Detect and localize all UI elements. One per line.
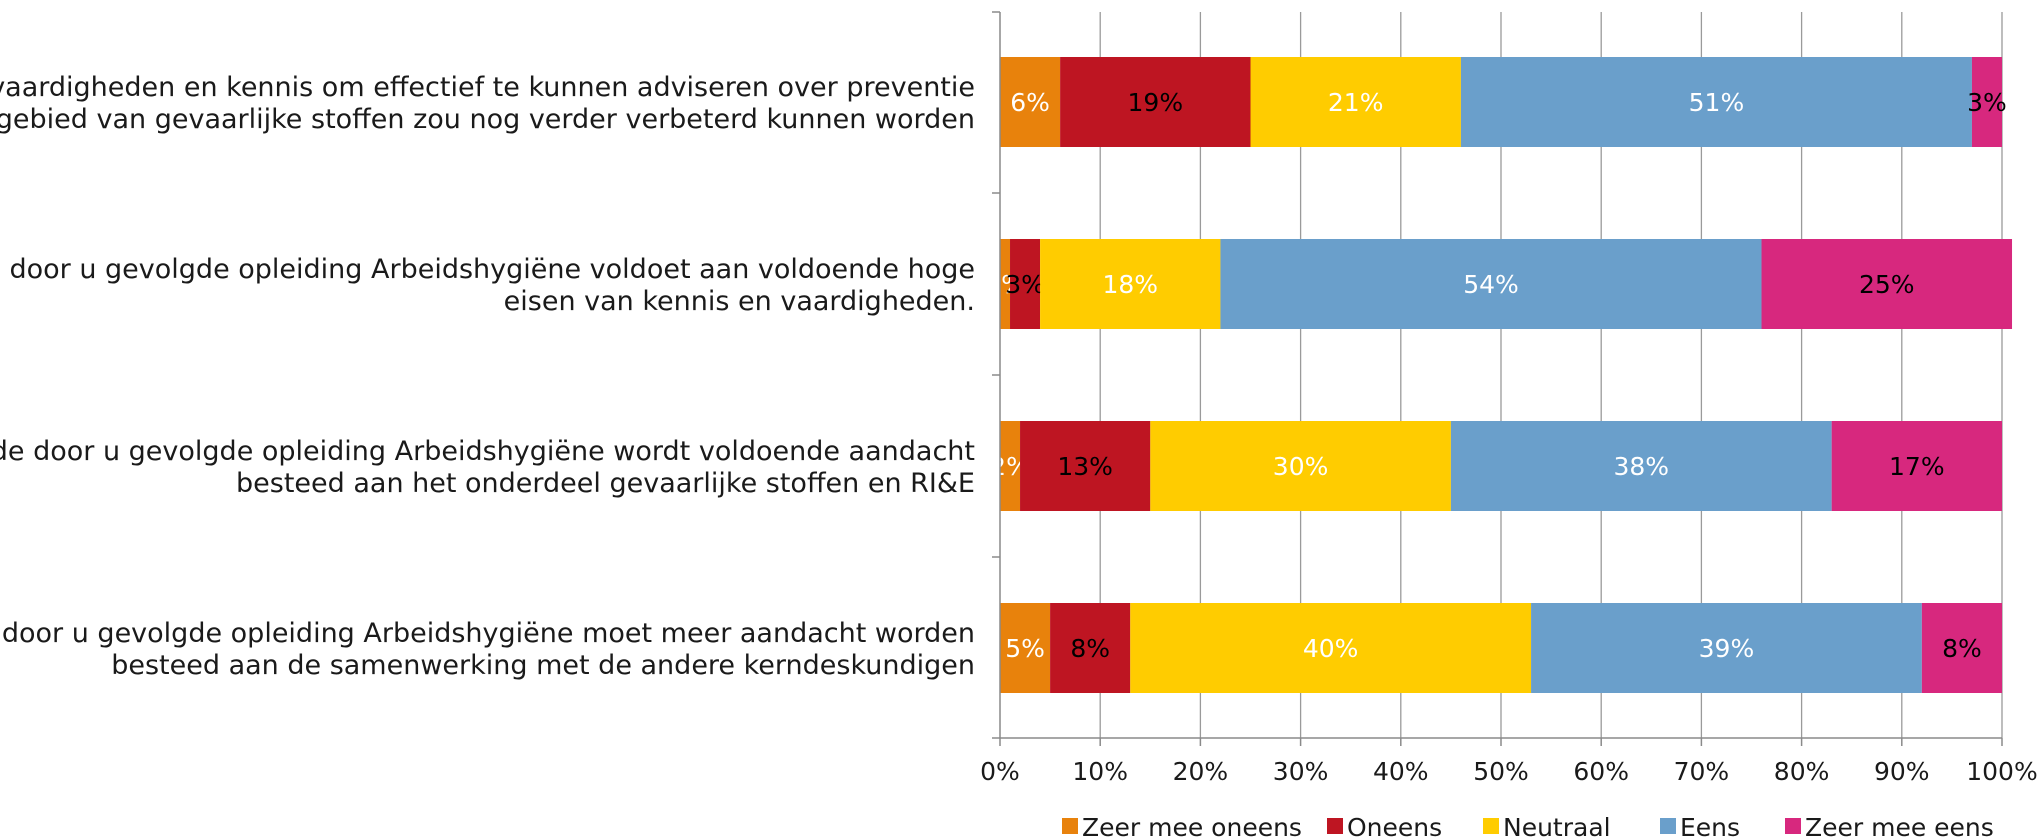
data-label: 30% bbox=[1273, 452, 1329, 481]
bar-segment bbox=[1040, 239, 1221, 329]
bar-segments: 6% 19% 21% 51% 3%1%3% 18% 54% 25%2% 13% 30% 38% 17%… bbox=[985, 57, 2013, 693]
legend-label: Neutraal bbox=[1503, 813, 1611, 840]
legend: Zeer mee oneens Oneens Neutraal Eens Zeer me… bbox=[1062, 813, 1994, 840]
data-label: 25% bbox=[1859, 270, 1915, 299]
category-label: op gebied van gevaarlijke stoffen zou no… bbox=[0, 104, 975, 135]
bar-segment bbox=[1050, 603, 1131, 693]
legend-swatch bbox=[1483, 818, 1499, 834]
bar-segment bbox=[1130, 603, 1532, 693]
x-tick-label: 30% bbox=[1273, 757, 1329, 786]
legend-swatch bbox=[1785, 818, 1801, 834]
bar-segment bbox=[1020, 421, 1151, 511]
bar-segment bbox=[1000, 57, 1061, 147]
category-label: besteed aan het onderdeel gevaarlijke st… bbox=[236, 468, 975, 499]
category-label: Mijn vaardigheden en kennis om effectief… bbox=[0, 72, 975, 103]
bar-segment bbox=[1761, 239, 2013, 329]
bar-segment bbox=[1150, 421, 1451, 511]
bar-segment bbox=[1000, 239, 1011, 329]
x-tick-label: 20% bbox=[1173, 757, 1229, 786]
category-label: besteed aan de samenwerking met de ander… bbox=[111, 650, 975, 681]
category-label: eisen van kennis en vaardigheden. bbox=[504, 286, 975, 317]
data-label: 8% bbox=[1942, 634, 1982, 663]
x-tick-label: 70% bbox=[1674, 757, 1730, 786]
x-tick-label: 60% bbox=[1573, 757, 1629, 786]
data-label: 17% bbox=[1889, 452, 1945, 481]
x-tick-label: 80% bbox=[1774, 757, 1830, 786]
legend-swatch bbox=[1660, 818, 1676, 834]
data-label: 6% bbox=[1010, 88, 1050, 117]
bar-segment bbox=[1460, 57, 1972, 147]
legend-label: Eens bbox=[1680, 813, 1740, 840]
legend-label: Zeer mee oneens bbox=[1082, 813, 1302, 840]
data-label: 21% bbox=[1328, 88, 1384, 117]
x-tick-label: 40% bbox=[1373, 757, 1429, 786]
bar-segment bbox=[1000, 603, 1051, 693]
category-label: De door u gevolgde opleiding Arbeidshygi… bbox=[0, 254, 975, 285]
legend-label: Zeer mee eens bbox=[1805, 813, 1994, 840]
x-tick-label: 10% bbox=[1072, 757, 1128, 786]
data-label: 5% bbox=[1005, 634, 1045, 663]
x-tick-label: 90% bbox=[1874, 757, 1930, 786]
legend-label: Oneens bbox=[1347, 813, 1442, 840]
bar-segment bbox=[1531, 603, 1922, 693]
bar-segment bbox=[1010, 239, 1041, 329]
bar-segment bbox=[1220, 239, 1762, 329]
data-label: 40% bbox=[1303, 634, 1359, 663]
bar-segment bbox=[1831, 421, 2002, 511]
bar-segment bbox=[1000, 421, 1021, 511]
data-label: 38% bbox=[1613, 452, 1669, 481]
data-label: 39% bbox=[1699, 634, 1755, 663]
data-label: 54% bbox=[1463, 270, 1519, 299]
bar-segment bbox=[1060, 57, 1251, 147]
category-label: In de door u gevolgde opleiding Arbeidsh… bbox=[0, 618, 975, 649]
bar-segment bbox=[1450, 421, 1832, 511]
x-tick-label: 0% bbox=[980, 757, 1020, 786]
data-label: 51% bbox=[1689, 88, 1745, 117]
data-label: 8% bbox=[1070, 634, 1110, 663]
data-label: 3% bbox=[1967, 88, 2007, 117]
data-label: 13% bbox=[1057, 452, 1113, 481]
axes bbox=[992, 11, 2003, 746]
data-label: 18% bbox=[1102, 270, 1158, 299]
x-tick-label: 100% bbox=[1966, 757, 2037, 786]
bar-segment bbox=[1250, 57, 1461, 147]
category-labels: Mijn vaardigheden en kennis om effectief… bbox=[0, 72, 975, 681]
legend-swatch bbox=[1327, 818, 1343, 834]
bar-segment bbox=[1921, 603, 2002, 693]
bar-segment bbox=[1971, 57, 2002, 147]
x-tick-label: 50% bbox=[1473, 757, 1529, 786]
legend-swatch bbox=[1062, 818, 1078, 834]
x-tick-labels: 0% 10% 20% 30% 40% 50% 60% 70% 80% 90% 100% bbox=[980, 757, 2038, 786]
category-label: In de door u gevolgde opleiding Arbeidsh… bbox=[0, 436, 975, 467]
data-label: 19% bbox=[1128, 88, 1184, 117]
data-label: 3% bbox=[1005, 270, 1045, 299]
